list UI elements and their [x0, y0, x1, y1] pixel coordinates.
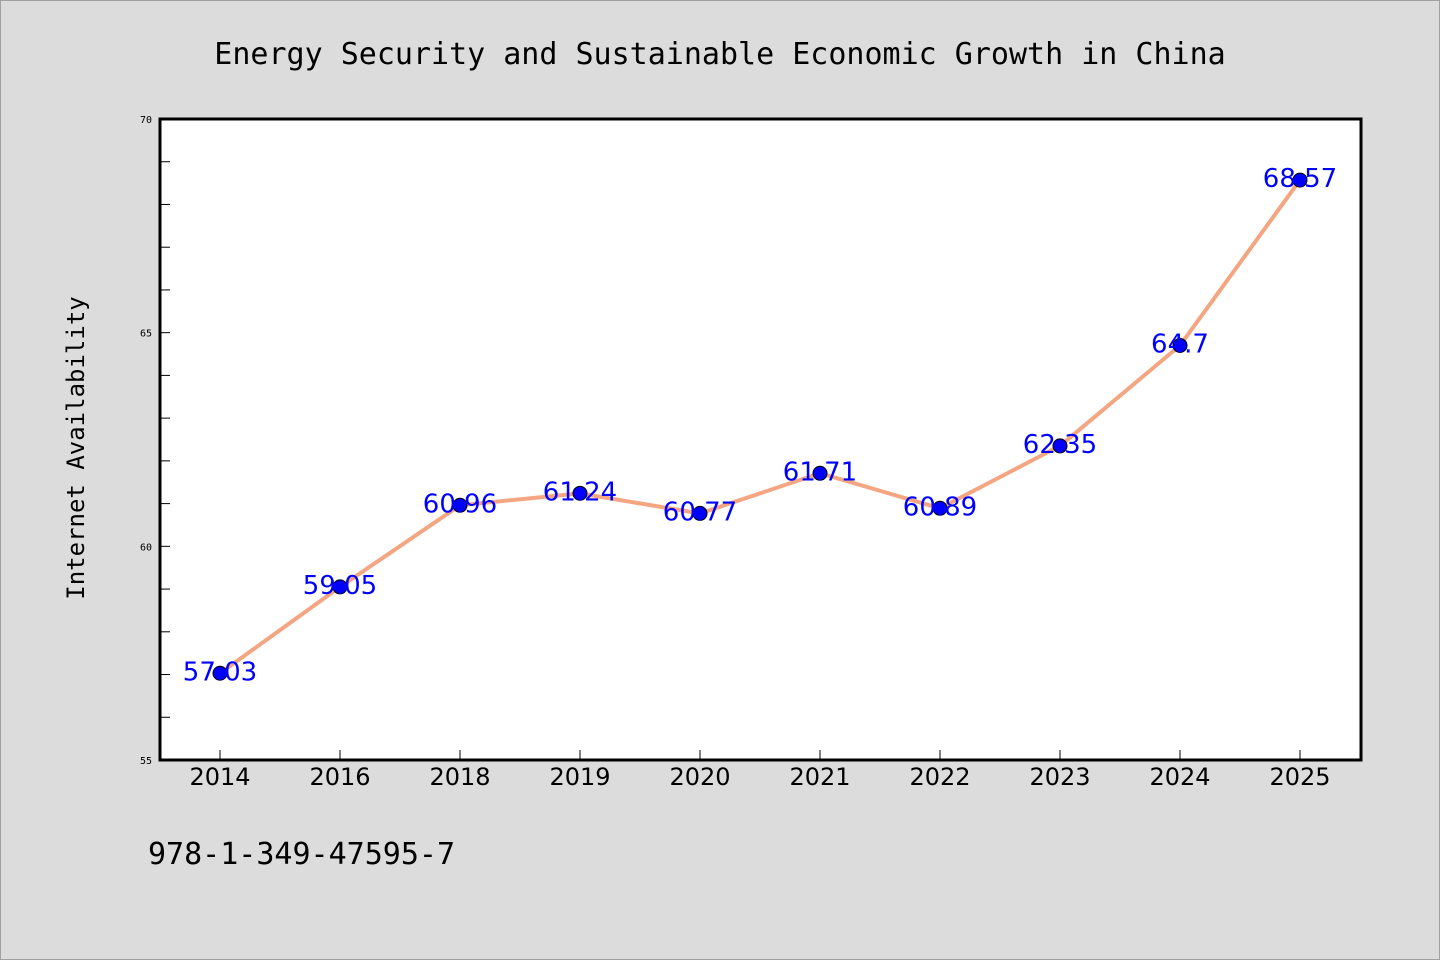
data-point	[812, 465, 828, 481]
series-line	[218, 178, 1302, 676]
data-label: 62.35	[1023, 430, 1097, 460]
data-point	[1052, 438, 1068, 454]
y-axis-label: Internet Availability	[62, 296, 90, 599]
x-tick-label: 2023	[1029, 763, 1090, 791]
isbn-text: 978-1-349-47595-7	[148, 837, 455, 872]
data-point	[1292, 172, 1308, 188]
data-label: 61.24	[543, 477, 617, 507]
data-point	[692, 505, 708, 521]
x-tick-label: 2014	[189, 763, 250, 791]
data-label: 68.57	[1263, 164, 1337, 194]
data-labels: 57.03 59.05 60.96 61.24 60.77 61.71 60.89 62.35…	[183, 164, 1337, 687]
data-label: 60.77	[663, 497, 737, 527]
y-tick-label: 60	[140, 542, 152, 553]
x-axis-ticks: 2014 2016 2018 2019 2020 2021 2022 2023 2024 2025	[189, 750, 1331, 791]
data-label: 59.05	[303, 571, 377, 601]
y-tick-label: 55	[140, 756, 152, 767]
data-point	[932, 500, 948, 516]
y-tick-label: 65	[140, 329, 152, 340]
data-point	[332, 579, 348, 595]
data-point	[1172, 337, 1188, 353]
chart-title: Energy Security and Sustainable Economic…	[214, 37, 1225, 72]
x-tick-label: 2019	[549, 763, 610, 791]
x-tick-label: 2025	[1269, 763, 1330, 791]
x-tick-label: 2024	[1149, 763, 1210, 791]
x-tick-label: 2022	[909, 763, 970, 791]
data-points	[212, 172, 1308, 681]
x-tick-label: 2021	[789, 763, 850, 791]
y-tick-label: 70	[140, 115, 152, 126]
x-tick-label: 2016	[309, 763, 370, 791]
data-label: 64.7	[1151, 329, 1209, 359]
data-label: 60.96	[423, 489, 497, 519]
y-minor-ticks	[160, 161, 170, 718]
data-point	[212, 665, 228, 681]
data-point	[572, 485, 588, 501]
data-label: 57.03	[183, 657, 257, 687]
data-label: 60.89	[903, 492, 977, 522]
plot-area	[160, 119, 1361, 760]
data-label: 61.71	[783, 457, 857, 487]
x-tick-label: 2018	[429, 763, 490, 791]
plot-frame	[158, 117, 1363, 762]
x-tick-label: 2020	[669, 763, 730, 791]
data-point	[452, 497, 468, 513]
